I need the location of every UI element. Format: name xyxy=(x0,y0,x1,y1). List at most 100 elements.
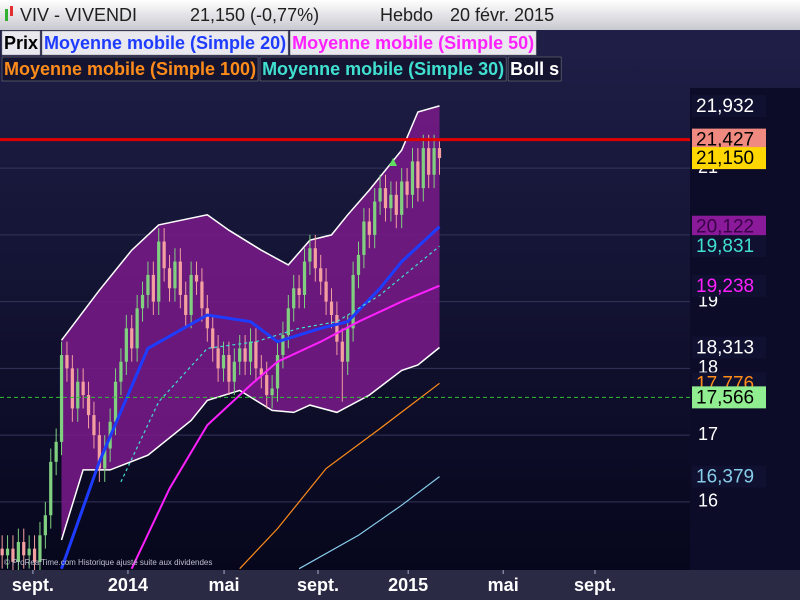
candle-body xyxy=(265,375,269,396)
candle-body xyxy=(189,274,193,315)
x-tick-label: 2015 xyxy=(388,575,428,595)
plot-area xyxy=(0,105,690,570)
candle-body xyxy=(324,281,328,302)
price-tag-label: 20,122 xyxy=(696,217,754,238)
candle-body xyxy=(281,335,285,356)
candle-body xyxy=(313,248,317,269)
candle-body xyxy=(437,148,442,159)
x-tick-label: sept. xyxy=(297,575,339,595)
price-tag-label: 18,313 xyxy=(696,338,754,359)
time-axis-area xyxy=(0,570,800,600)
legend-box xyxy=(1,56,259,82)
candle-body xyxy=(346,328,350,362)
x-tick-label: 2014 xyxy=(108,575,148,595)
candle-body xyxy=(400,181,404,215)
candle-body xyxy=(243,348,247,362)
candle-body xyxy=(146,274,150,295)
y-tick-label: 18 xyxy=(698,357,718,377)
candle-body xyxy=(335,314,339,342)
candle-body xyxy=(119,361,123,382)
candle-body xyxy=(351,274,355,329)
price-tag xyxy=(692,336,766,359)
candle-body xyxy=(362,221,366,255)
legend-box xyxy=(289,30,537,56)
candle-body xyxy=(421,148,425,189)
price-tag-label: 19,831 xyxy=(696,236,754,257)
price-tag xyxy=(692,128,766,151)
x-tick-label: sept. xyxy=(574,575,616,595)
header-icon xyxy=(10,6,13,16)
price-tag-label: 19,238 xyxy=(696,276,754,297)
candle-body xyxy=(70,368,74,409)
candle-body xyxy=(319,268,323,282)
candle-body xyxy=(157,241,161,302)
candle-body xyxy=(151,274,155,302)
candle-body xyxy=(49,461,53,516)
price-tag xyxy=(692,274,766,297)
candle-body xyxy=(416,161,420,189)
price-tag xyxy=(692,215,766,238)
candle-body xyxy=(194,274,199,282)
header-icon xyxy=(5,9,8,21)
date: 20 févr. 2015 xyxy=(450,5,554,25)
candle-body xyxy=(340,341,344,362)
price-tag-label: 21,932 xyxy=(696,96,754,117)
candle-body xyxy=(173,261,177,289)
candle-body xyxy=(286,308,290,336)
legend-label: Moyenne mobile (Simple 100) xyxy=(4,59,256,79)
legend-label: Boll s xyxy=(510,59,559,79)
candle-body xyxy=(205,308,209,329)
price-tag xyxy=(692,235,766,258)
candle-body xyxy=(254,341,258,369)
price-tag xyxy=(692,465,766,488)
candle-body xyxy=(232,361,236,382)
y-tick-label: 17 xyxy=(698,424,718,444)
axes: 161718192021sept.2014maisept.2015maisept… xyxy=(12,94,766,595)
candle-body xyxy=(162,241,166,269)
candle-body xyxy=(140,294,145,309)
candle-body xyxy=(302,261,307,295)
candle-body xyxy=(373,201,377,235)
candle-body xyxy=(92,415,96,436)
price-tag xyxy=(692,147,766,170)
x-tick-label: sept. xyxy=(12,575,54,595)
candle-body xyxy=(43,515,47,536)
legend-box xyxy=(259,56,507,82)
price-tag-label: 21,427 xyxy=(696,130,754,151)
candle-body xyxy=(5,548,10,556)
candle-body xyxy=(383,188,388,209)
candle-body xyxy=(32,548,37,562)
y-tick-label: 16 xyxy=(698,491,718,511)
legend-label: Moyenne mobile (Simple 20) xyxy=(44,33,286,53)
candle-body xyxy=(248,341,253,362)
candle-body xyxy=(16,541,20,562)
candle-body xyxy=(167,268,172,289)
legend-box xyxy=(41,30,289,56)
period: Hebdo xyxy=(380,5,433,25)
candle-body xyxy=(270,388,274,396)
price-tag-label: 17,566 xyxy=(696,387,754,408)
candle-body xyxy=(410,161,415,195)
copyright-note: © ProRealTime.com Historique ajusté suit… xyxy=(4,558,212,567)
candle-body xyxy=(367,221,371,235)
quote: 21,150 (-0,77%) xyxy=(190,5,319,25)
candle-body xyxy=(124,328,128,362)
legend-label: Prix xyxy=(4,33,38,53)
candle-body xyxy=(22,541,26,556)
bollinger-lower xyxy=(60,346,440,541)
moving-average-line xyxy=(60,225,441,570)
candle-body xyxy=(27,548,31,556)
candle-body xyxy=(200,281,204,309)
candle-body xyxy=(59,355,64,442)
candle-body xyxy=(221,355,226,369)
candle-body xyxy=(76,381,80,409)
x-tick-label: mai xyxy=(209,575,240,595)
x-tick-label: mai xyxy=(488,575,519,595)
candle-body xyxy=(211,328,215,349)
candle-body xyxy=(65,355,69,369)
candle-body xyxy=(297,288,301,295)
legend-box xyxy=(507,56,562,82)
candle-body xyxy=(389,194,393,209)
legend-label: Moyenne mobile (Simple 50) xyxy=(292,33,534,53)
candle-body xyxy=(356,254,361,275)
